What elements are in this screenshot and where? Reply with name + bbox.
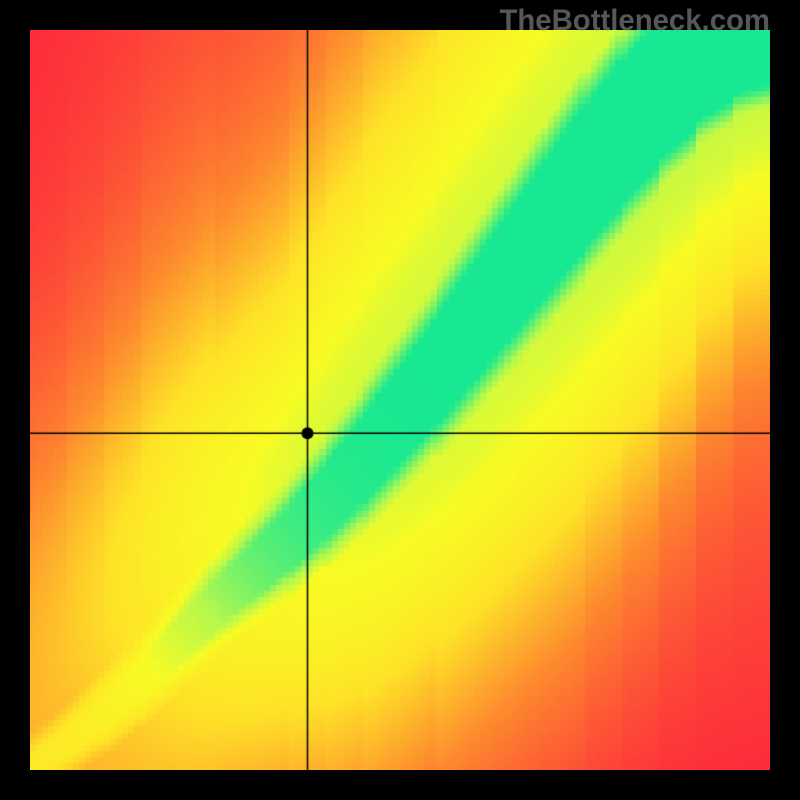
watermark-text: TheBottleneck.com — [499, 4, 770, 38]
heatmap-canvas — [30, 30, 770, 770]
chart-container: TheBottleneck.com — [0, 0, 800, 800]
